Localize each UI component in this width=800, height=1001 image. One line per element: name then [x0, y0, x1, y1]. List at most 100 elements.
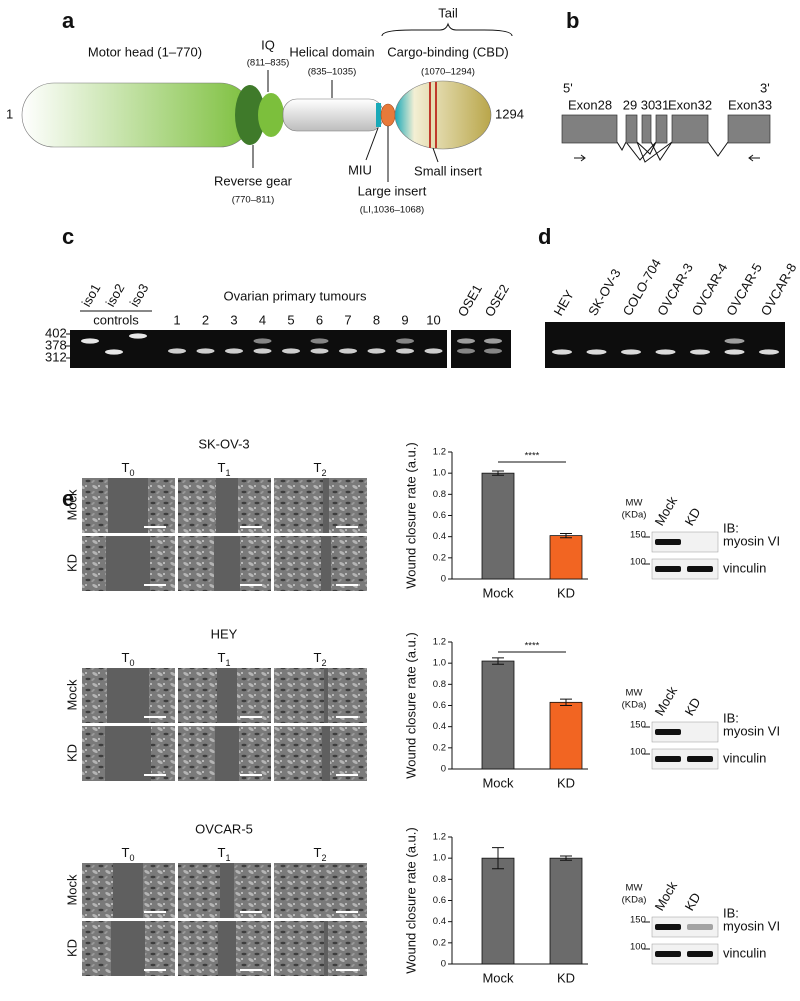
exon-label: Exon28 — [568, 97, 612, 112]
micrograph — [274, 536, 367, 591]
blot-unit: (KDa) — [622, 700, 647, 711]
row-label: Mock — [64, 679, 79, 711]
exon — [561, 114, 618, 144]
blot-target: vinculin — [723, 560, 766, 575]
y-tick-label: 0.6 — [433, 510, 446, 521]
primer-arrows — [574, 154, 760, 162]
blot-band — [687, 924, 713, 930]
exon — [655, 114, 668, 144]
y-tick-label: 0.2 — [433, 937, 446, 948]
y-tick-label: 1.0 — [433, 658, 446, 669]
blot-band — [655, 951, 681, 957]
exon-label: Exon32 — [668, 97, 712, 112]
lane-label: 1 — [173, 312, 180, 327]
time-sub: 0 — [129, 468, 134, 478]
blot-band — [655, 539, 681, 545]
lane-label: SK-OV-3 — [585, 266, 624, 318]
micrograph — [274, 863, 367, 918]
gel-band — [484, 348, 502, 354]
wound-area — [106, 536, 150, 591]
time-sub: 0 — [129, 658, 134, 668]
blot-lane: KD — [682, 695, 704, 718]
y-tick-label: 1.2 — [433, 447, 446, 458]
gel-band — [655, 349, 676, 355]
gel-band — [552, 349, 572, 355]
gel-band — [396, 338, 414, 344]
lane-label: 3 — [230, 312, 237, 327]
panel-label: d — [538, 224, 551, 249]
mw-marker: 100 — [630, 747, 646, 758]
domain-label: Reverse gear — [214, 173, 293, 188]
y-axis-label: Wound closure rate (a.u.) — [403, 632, 418, 778]
domain-range: (770–811) — [232, 195, 275, 206]
wound-area — [322, 726, 330, 781]
blot-mw: MW — [626, 883, 643, 894]
gel-band — [253, 338, 272, 344]
x-tick-label: Mock — [482, 775, 514, 790]
mw-marker: 150 — [630, 915, 646, 926]
exon — [625, 114, 638, 144]
wound-area — [324, 668, 328, 723]
mw-marker: 150 — [630, 720, 646, 731]
blot-band — [687, 566, 713, 572]
domain-range: (LI,1036–1068) — [360, 205, 424, 216]
exon — [641, 114, 652, 144]
row-label: Mock — [64, 489, 79, 521]
gel-band — [282, 348, 300, 354]
bar — [549, 535, 583, 580]
lane-label: HEY — [551, 287, 578, 318]
gel-band — [724, 338, 745, 344]
y-tick-label: 0.4 — [433, 531, 446, 542]
y-tick-label: 0.6 — [433, 895, 446, 906]
lane-label: 7 — [344, 312, 351, 327]
blot-mw: MW — [626, 498, 643, 509]
panel-d: d — [538, 224, 785, 368]
domain-label: Motor head (1–770) — [88, 44, 202, 59]
micrograph — [274, 668, 367, 723]
panel-label: a — [62, 8, 75, 33]
y-tick-label: 1.0 — [433, 853, 446, 864]
blot-ib: IB: — [723, 905, 739, 920]
y-axis-label: Wound closure rate (a.u.) — [403, 442, 418, 588]
panel-a: a Tail Motor head (1–770) IQ (811–835) H… — [6, 5, 524, 215]
lane-label: 4 — [259, 312, 266, 327]
domain-label: MIU — [348, 162, 372, 177]
time-base: T — [314, 460, 322, 475]
error-bar — [492, 470, 504, 476]
y-tick-label: 0 — [441, 959, 446, 970]
bar — [481, 660, 515, 770]
blot-lane: Mock — [652, 493, 681, 528]
wound-area — [215, 726, 239, 781]
tail-brace — [381, 22, 513, 37]
lane-label: 6 — [316, 312, 323, 327]
wound-area — [217, 668, 237, 723]
gel-band — [396, 348, 414, 354]
y-tick-label: 0.4 — [433, 916, 446, 927]
y-tick-label: 0.6 — [433, 700, 446, 711]
blot-band — [687, 951, 713, 957]
wound-area — [105, 726, 151, 781]
row-label: Mock — [64, 874, 79, 906]
time-base: T — [218, 460, 226, 475]
gel — [451, 330, 511, 368]
blot-strip — [651, 916, 719, 938]
time-label: T0 — [122, 845, 135, 863]
time-sub: 1 — [225, 468, 230, 478]
y-tick-label: 0.2 — [433, 742, 446, 753]
row-label: KD — [64, 744, 79, 762]
error-bar — [492, 847, 504, 870]
bar — [481, 472, 515, 580]
size-label: 402 — [45, 325, 67, 340]
time-label: T0 — [122, 460, 135, 478]
helical-domain — [282, 98, 384, 132]
domain-label: Small insert — [414, 163, 482, 178]
wound-area — [321, 536, 331, 591]
lane-label: iso3 — [127, 281, 152, 309]
residue-label: 1 — [6, 106, 13, 121]
mw-marker: 100 — [630, 557, 646, 568]
panel-label: e — [62, 486, 74, 511]
wound-area — [218, 921, 236, 976]
blot-unit: (KDa) — [622, 510, 647, 521]
small-insert — [435, 82, 437, 148]
leader-line — [432, 147, 439, 163]
